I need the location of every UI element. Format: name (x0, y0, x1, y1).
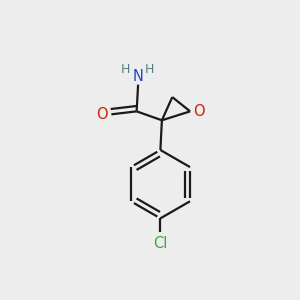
Text: Cl: Cl (153, 236, 168, 250)
Text: O: O (193, 104, 205, 119)
Text: H: H (145, 63, 154, 76)
Text: H: H (121, 63, 130, 76)
Text: N: N (133, 69, 143, 84)
Text: O: O (96, 107, 108, 122)
